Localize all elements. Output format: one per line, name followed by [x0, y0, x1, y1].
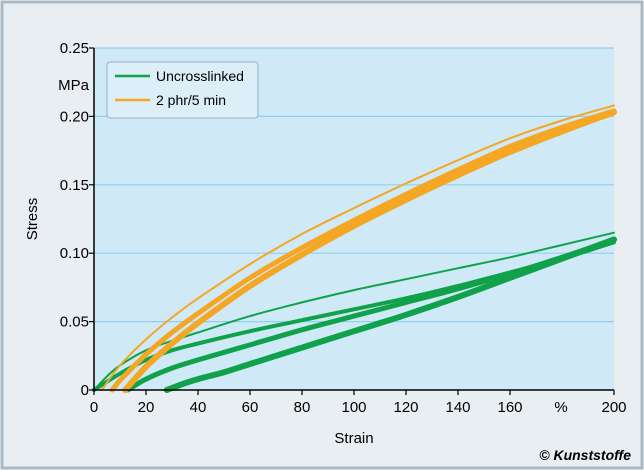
x-tick-label-4: 80 [294, 399, 311, 416]
tick-labels: 0 20 40 60 80 100 120 140 160 200 0 0.05 0.10 0.15 0.2… [60, 40, 627, 416]
y-tick-label-4: 0.20 [60, 108, 89, 125]
y-axis-title: Stress [24, 198, 41, 241]
y-tick-label-3: 0.15 [60, 177, 89, 194]
x-axis-unit-label: % [554, 399, 567, 416]
x-tick-label-2: 40 [190, 399, 207, 416]
data-curves [92, 104, 617, 393]
y-tick-label-1: 0.05 [60, 314, 89, 331]
y-tick-label-5: 0.25 [60, 40, 89, 57]
x-tick-label-7: 140 [445, 399, 470, 416]
x-tick-label-8: 160 [497, 399, 522, 416]
legend: Uncrosslinked 2 phr/5 min [106, 61, 259, 119]
copyright-credit: © Kunststoffe [539, 447, 631, 463]
x-tick-label-5: 100 [341, 399, 366, 416]
x-tick-label-1: 20 [138, 399, 155, 416]
series-1-curve-2 [122, 109, 617, 393]
series-0-curve-3 [163, 236, 617, 393]
series-0-curve-2 [125, 237, 617, 393]
legend-label-uncrosslinked: Uncrosslinked [156, 68, 244, 84]
series-1-curve-1 [109, 108, 617, 393]
x-axis-title: Strain [334, 430, 373, 447]
y-tick-label-2: 0.10 [60, 245, 89, 262]
x-tick-label-9: 200 [601, 399, 626, 416]
y-tick-label-0: 0 [81, 382, 89, 399]
legend-label-2phr-5min: 2 phr/5 min [156, 92, 226, 108]
series-1-curve-0 [100, 104, 615, 391]
y-axis-unit-label: MPa [58, 77, 90, 94]
x-tick-label-0: 0 [90, 399, 98, 416]
x-tick-label-6: 120 [393, 399, 418, 416]
x-tick-label-3: 60 [242, 399, 259, 416]
